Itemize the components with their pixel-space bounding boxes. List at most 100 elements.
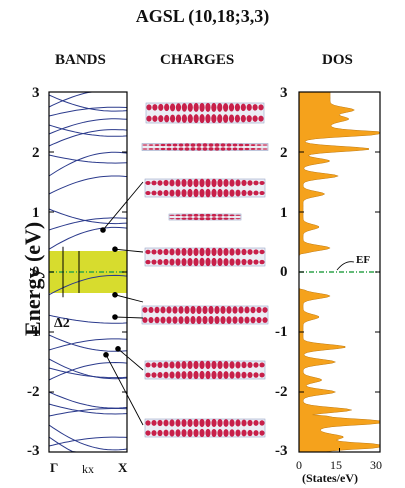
ytick-m2: -2 (27, 384, 40, 400)
dos-ytick-0: 0 (280, 264, 288, 280)
charge-lobe (229, 179, 235, 187)
charge-lobe (208, 147, 214, 151)
charge-lobe (217, 370, 223, 380)
charge-lobe (199, 247, 205, 257)
charge-lobe (169, 189, 175, 197)
dos-ytick-3: 3 (280, 85, 288, 101)
charge-lobe (241, 179, 247, 187)
charge-lobe (193, 418, 199, 428)
charge-lobe (262, 144, 268, 146)
charge-lobe (157, 361, 163, 368)
charge-lobe (253, 372, 259, 378)
charge-lobe (190, 316, 196, 325)
charge-lobe (169, 114, 176, 123)
charge-lobe (142, 317, 148, 323)
charge-lobe (205, 178, 211, 188)
charge-lobe (175, 217, 181, 220)
charge-lobe (163, 371, 169, 379)
charge-lobe (226, 147, 232, 151)
charge-lobe (181, 419, 187, 427)
charge-lobe (199, 257, 205, 267)
band-line (48, 118, 128, 135)
charge-lobe (181, 217, 187, 220)
charge-lobe (193, 428, 199, 438)
charge-lobe (199, 418, 205, 428)
charge-lobe (187, 178, 193, 188)
charge-lobe (163, 429, 169, 437)
charge-lobe (214, 316, 220, 325)
charge-lobe (151, 180, 157, 186)
charge-lobe (187, 102, 193, 112)
charge-lobe (148, 306, 154, 314)
charge-lobe (235, 248, 241, 256)
charge-lobe (184, 316, 190, 324)
band-line (48, 391, 128, 409)
band-line (48, 217, 128, 231)
charge-lobe (229, 217, 235, 220)
band-line (48, 436, 128, 447)
charge-lobe (187, 360, 193, 370)
charge-lobe (252, 115, 258, 122)
charge-lobe (187, 214, 193, 217)
charge-lobe (175, 179, 181, 187)
charge-lobe (157, 190, 163, 196)
charge-lobe (217, 429, 223, 438)
charge-lobe (152, 115, 158, 122)
charge-lobe (247, 180, 253, 186)
band-line (48, 338, 128, 351)
charge-lobe (229, 189, 235, 197)
charge-lobe (211, 178, 217, 188)
charge-lobe (199, 114, 205, 124)
charge-lobe (238, 147, 244, 151)
charge-lobe (160, 316, 166, 324)
band-line (48, 106, 128, 117)
charge-lobe (199, 428, 205, 438)
charge-lobe (151, 420, 157, 426)
charge-lobe (220, 306, 226, 314)
charge-lobe (169, 361, 175, 369)
charge-lobe (145, 362, 151, 368)
ytick-2: 2 (32, 145, 40, 161)
charge-lobe (226, 316, 232, 324)
band-line (48, 408, 128, 417)
charge-lobe (244, 316, 250, 324)
charge-lobe (187, 257, 193, 267)
charge-lobe (163, 361, 169, 369)
charge-lobe (181, 429, 187, 437)
charge-lobe (187, 188, 193, 198)
charge-lobe (229, 361, 235, 369)
charge-lobe (202, 315, 208, 325)
charge-lobe (211, 247, 217, 257)
state-arrow (114, 316, 144, 319)
charge-lobe (181, 189, 187, 197)
state-arrow (105, 354, 144, 426)
charge-lobe (178, 143, 184, 147)
charge-lobe (157, 429, 163, 437)
charge-lobe (244, 147, 250, 151)
charge-lobe (240, 114, 246, 123)
charge-lobe (226, 306, 232, 314)
charge-lobe (187, 370, 193, 380)
charge-lobe (202, 305, 208, 315)
charge-lobe (163, 179, 169, 187)
charge-lobe (241, 371, 247, 379)
band-line (48, 154, 128, 164)
charge-lobe (235, 179, 241, 187)
charge-lobe (258, 104, 264, 111)
ytick-m3: -3 (27, 443, 40, 459)
charge-lobe (235, 371, 241, 379)
charge-lobe (226, 143, 232, 147)
charge-lobe (175, 103, 182, 112)
charge-lobe (145, 430, 151, 436)
charge-lobe (211, 428, 217, 438)
charge-lobe (169, 218, 175, 220)
charge-lobe (247, 259, 253, 265)
charge-lobe (235, 189, 241, 197)
charge-lobe (152, 104, 158, 111)
charge-lobe (178, 147, 184, 151)
charge-lobe (217, 217, 223, 220)
charge-lobe (214, 305, 220, 314)
charge-lobe (142, 307, 148, 313)
charge-lobe (169, 258, 175, 266)
charge-lobe (247, 190, 253, 196)
